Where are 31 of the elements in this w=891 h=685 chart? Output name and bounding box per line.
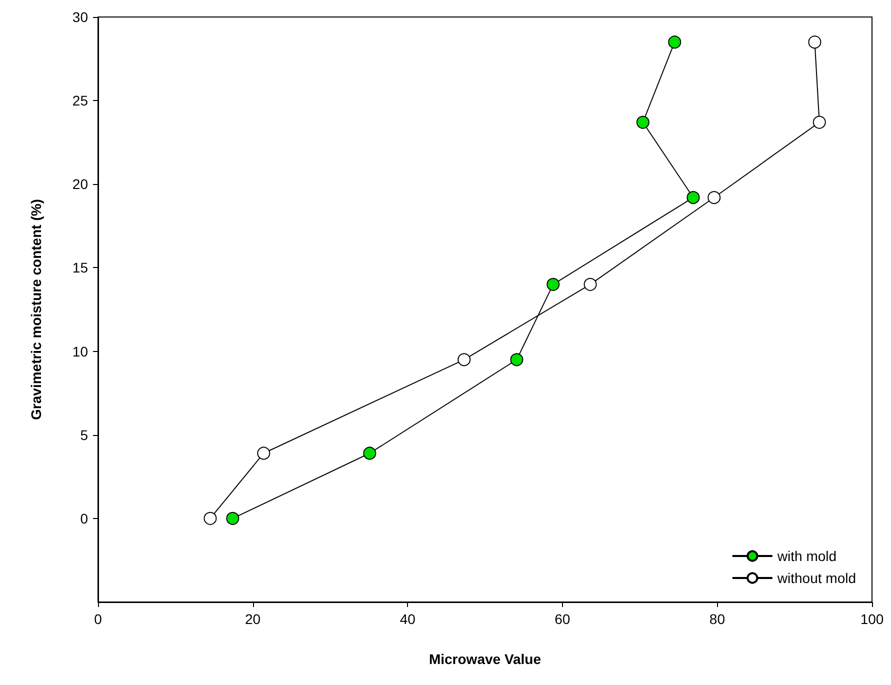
y-axis-title: Gravimetric moisture content (%) xyxy=(28,199,44,420)
point xyxy=(363,446,376,460)
point xyxy=(636,116,650,129)
x-axis-title: Microwave Value xyxy=(428,651,542,667)
x-tick-label: 60 xyxy=(554,611,570,627)
point xyxy=(226,512,240,525)
y-tick-label: 20 xyxy=(72,176,88,192)
y-tick-label: 5 xyxy=(80,426,88,443)
y-tick-label: 0 xyxy=(80,510,88,526)
point xyxy=(204,512,217,525)
x-tick-label: 80 xyxy=(709,611,726,627)
point xyxy=(257,446,270,460)
point xyxy=(668,36,682,49)
point xyxy=(686,191,700,204)
point xyxy=(808,36,822,49)
legend-label: without mold xyxy=(776,570,856,586)
x-tick-label: 20 xyxy=(245,611,261,627)
y-tick-label: 15 xyxy=(72,260,88,276)
x-tick-label: 40 xyxy=(400,611,416,627)
y-tick-label: 25 xyxy=(72,92,88,109)
point xyxy=(546,278,560,291)
point xyxy=(510,353,524,366)
legend-label: with mold xyxy=(776,548,837,564)
point xyxy=(708,191,721,204)
point xyxy=(584,278,597,291)
x-tick-label: 0 xyxy=(94,611,102,627)
point xyxy=(812,116,826,129)
y-tick-label: 30 xyxy=(72,9,88,25)
y-tick-label: 10 xyxy=(72,343,88,360)
x-tick-label: 100 xyxy=(860,611,884,627)
point xyxy=(458,353,471,366)
